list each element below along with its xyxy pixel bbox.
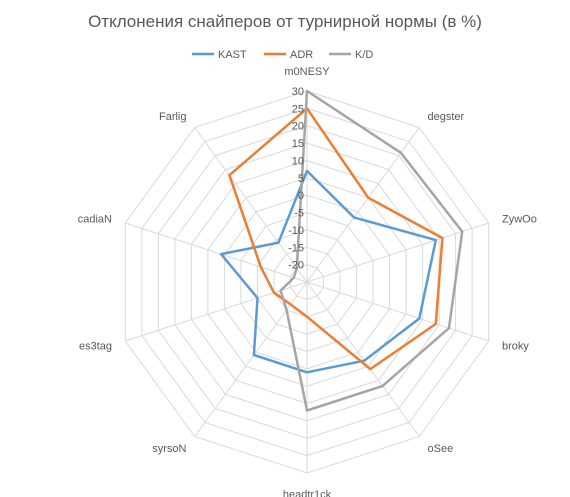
grid-spoke <box>306 281 489 342</box>
legend: KAST ADR K/D <box>192 49 373 61</box>
legend-item-adr: ADR <box>264 49 313 61</box>
tick-label: 0 <box>298 190 304 202</box>
series-line-k-d <box>279 89 464 412</box>
category-label: oSee <box>428 443 454 455</box>
tick-label: 10 <box>292 156 304 168</box>
series-layer <box>219 89 464 412</box>
chart-title: Отклонения снайперов от турнирной нормы … <box>88 12 482 31</box>
grid-spoke <box>125 222 308 283</box>
category-label: degster <box>428 111 465 123</box>
legend-label: K/D <box>355 49 373 61</box>
category-label: cadiaN <box>78 214 112 226</box>
category-label: ZywOo <box>502 214 537 226</box>
tick-label: -5 <box>294 208 304 220</box>
category-label: syrsoN <box>152 443 186 455</box>
category-label: m0NESY <box>284 66 330 78</box>
legend-label: KAST <box>218 49 247 61</box>
tick-label: 20 <box>292 121 304 133</box>
grid-spoke <box>306 127 420 283</box>
legend-item-k-d: K/D <box>329 49 373 61</box>
grid-spoke <box>306 281 420 437</box>
category-labels: m0NESY degster ZywOo broky oSee headtr1ck syrs… <box>78 66 537 497</box>
tick-label: -15 <box>288 242 304 254</box>
tick-label: -10 <box>288 225 304 237</box>
category-label: es3tag <box>79 340 112 352</box>
grid-spoke <box>125 281 308 342</box>
category-label: broky <box>502 340 529 352</box>
category-label: Farlig <box>159 111 187 123</box>
radial-tick-labels: -20 -15 -10 -5 0 5 10 15 20 25 30 <box>288 86 304 272</box>
grid-spoke <box>194 127 308 283</box>
legend-item-kast: KAST <box>192 49 247 61</box>
series-line-kast <box>219 169 438 374</box>
series-line-adr <box>228 107 444 371</box>
radar-grid <box>124 90 490 474</box>
tick-label: 30 <box>292 86 304 98</box>
category-label: headtr1ck <box>283 489 332 497</box>
legend-label: ADR <box>290 49 313 61</box>
tick-label: 25 <box>292 103 304 115</box>
grid-spoke <box>194 281 308 437</box>
tick-label: -20 <box>288 260 304 272</box>
grid-spoke <box>306 222 489 283</box>
tick-label: 5 <box>298 173 304 185</box>
tick-label: 15 <box>292 138 304 150</box>
